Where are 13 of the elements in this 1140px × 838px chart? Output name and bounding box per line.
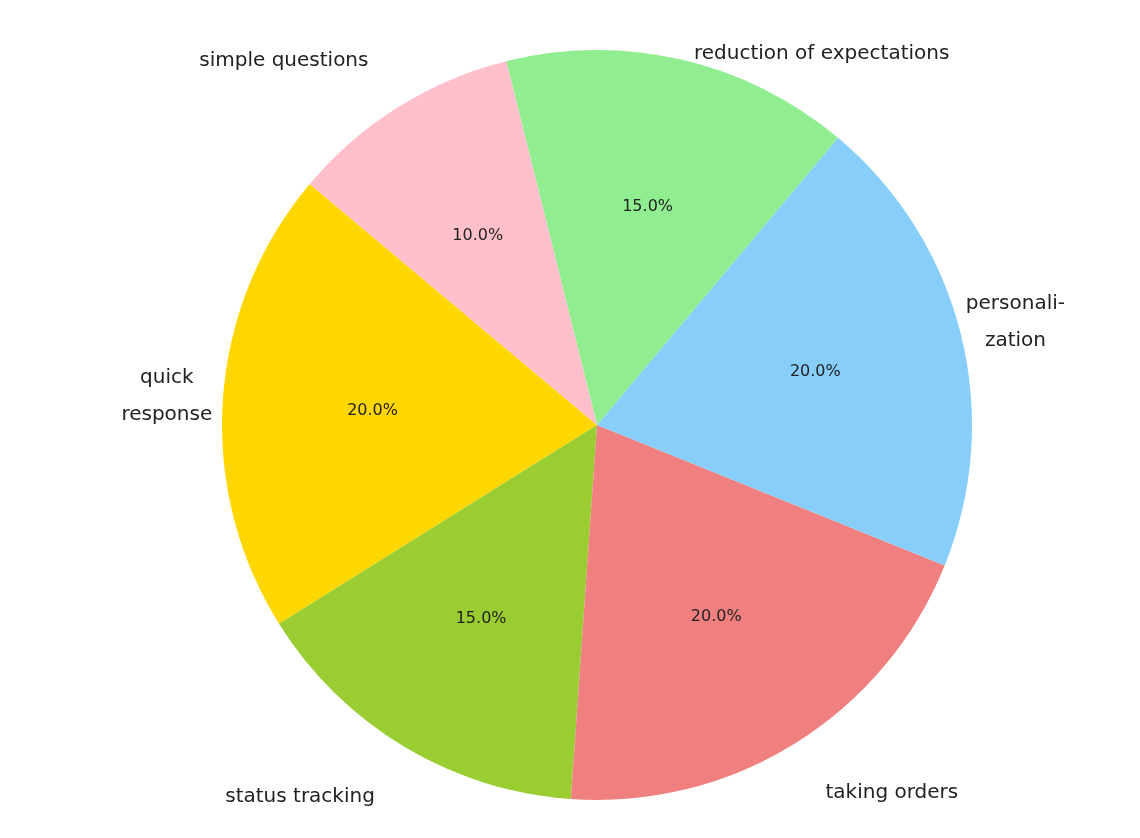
data-label: 20.0%	[789, 361, 841, 381]
data-label: 15.0%	[455, 608, 507, 628]
slice-label: personali- zation	[965, 290, 1066, 352]
slice-label: reduction of expectations	[694, 40, 950, 64]
data-label: 10.0%	[452, 224, 504, 244]
slice-label: quick response	[121, 364, 213, 426]
slice-label: taking orders	[825, 778, 959, 803]
data-label: 20.0%	[690, 606, 742, 626]
slice-label: simple questions	[199, 47, 369, 72]
data-label: 15.0%	[622, 196, 674, 216]
data-label: 20.0%	[347, 399, 398, 419]
pie-slice	[222, 183, 597, 624]
slice-label: status tracking	[225, 782, 375, 807]
